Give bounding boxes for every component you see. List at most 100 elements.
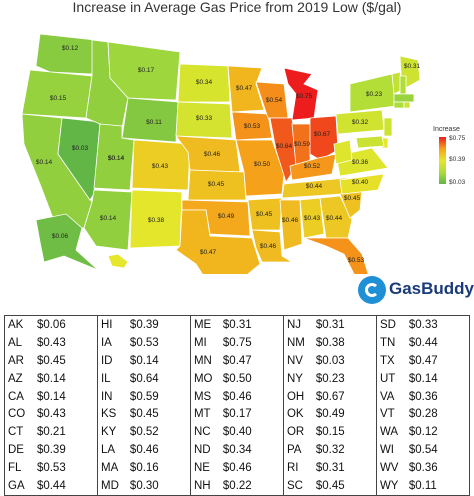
state-code-cell: MT	[193, 408, 211, 421]
table-row: CA $0.14 IN $0.59 MS $0.46 OH $0.67 VA $0.36	[5, 387, 470, 406]
map-label-ne: $0.46	[204, 151, 221, 158]
state-value-cell: $0.39	[33, 441, 98, 460]
map-label-nd: $0.34	[196, 79, 213, 86]
state-code-cell: MO	[193, 372, 213, 385]
state-value-cell: $0.15	[312, 423, 377, 442]
state-code-cell: MA	[100, 462, 119, 475]
state-code-cell: AK	[8, 318, 24, 331]
table-row: AR $0.45 ID $0.14 MN $0.47 NV $0.03 TX $0.47	[5, 351, 470, 370]
state-nc	[339, 173, 385, 195]
map-label-wi: $0.54	[266, 97, 283, 104]
state-value-cell: $0.54	[408, 444, 438, 457]
map-label-mn: $0.47	[236, 85, 253, 92]
state-code-cell: FL	[8, 462, 22, 475]
state-code-cell: AR	[8, 354, 24, 367]
state-oh	[309, 115, 339, 161]
state-value-cell: $0.30	[126, 477, 191, 496]
state-value-cell: $0.14	[126, 351, 191, 370]
map-label-ks: $0.45	[208, 181, 225, 188]
table-row: GA $0.44 MD $0.30 NH $0.22 SC $0.45 WY $0.11	[5, 477, 470, 496]
state-value-cell: $0.43	[33, 405, 98, 424]
legend-min-label: $0.03	[449, 179, 466, 186]
state-code-cell: NY	[286, 372, 303, 385]
state-or	[21, 69, 93, 119]
color-legend: Increase $0.75 $0.39 $0.03	[433, 126, 473, 196]
state-value-cell: $0.50	[219, 369, 284, 388]
state-value-cell: $0.34	[219, 441, 284, 460]
state-value-cell: $0.67	[312, 387, 377, 406]
chart-title: Increase in Average Gas Price from 2019 …	[72, 0, 402, 15]
state-code-cell: IN	[100, 390, 113, 403]
state-code-cell: RI	[286, 462, 299, 475]
state-ma	[393, 93, 415, 103]
state-code-cell: LA	[100, 444, 116, 457]
map-label-sd: $0.33	[196, 115, 213, 122]
state-value-cell: $0.39	[126, 315, 191, 334]
map-label-az: $0.14	[100, 215, 117, 222]
state-value-cell: $0.46	[219, 459, 284, 478]
state-code-cell: WY	[379, 479, 399, 492]
state-code-cell: VT	[379, 408, 395, 421]
state-wa	[35, 33, 96, 75]
state-code-cell: NH	[193, 479, 211, 492]
state-mo	[235, 139, 285, 197]
map-label-la: $0.46	[260, 243, 277, 250]
map-label-al: $0.43	[304, 215, 321, 222]
state-value-cell: $0.75	[219, 333, 284, 352]
state-value-cell: $0.44	[33, 477, 98, 496]
state-value-cell: $0.45	[126, 405, 191, 424]
state-ia	[231, 111, 273, 141]
state-code-cell: AZ	[8, 372, 23, 385]
map-label-va: $0.36	[352, 159, 369, 166]
map-label-or: $0.15	[50, 95, 67, 102]
state-code-cell: MS	[193, 390, 212, 403]
state-value-cell: $0.49	[312, 405, 377, 424]
map-label-nv: $0.03	[72, 145, 89, 152]
state-al	[299, 197, 325, 239]
state-ks	[187, 169, 247, 201]
state-value-cell: $0.14	[408, 372, 438, 385]
map-label-in: $0.59	[294, 141, 311, 148]
map-label-nm: $0.38	[148, 217, 165, 224]
us-choropleth-map: $0.12 $0.15 $0.14 $0.03 $0.14 $0.17 $0.11 $0.14…	[21, 33, 421, 274]
state-code-cell: NV	[286, 354, 303, 367]
state-ak	[35, 213, 99, 271]
map-label-mi: $0.75	[296, 93, 313, 100]
state-value-cell: $0.53	[126, 333, 191, 352]
state-ri	[403, 101, 411, 109]
state-value-cell: $0.12	[408, 426, 438, 439]
state-code-cell: NM	[286, 336, 305, 349]
state-mt	[107, 41, 181, 101]
state-code-cell: NJ	[286, 318, 302, 331]
state-ms	[279, 199, 303, 251]
state-code-cell: KS	[100, 408, 117, 421]
state-code-cell: TN	[379, 336, 396, 349]
state-nh	[399, 75, 407, 95]
state-value-labels: $0.12 $0.15 $0.14 $0.03 $0.14 $0.17 $0.11 $0.14…	[36, 45, 421, 264]
state-wy	[121, 97, 179, 143]
state-value-cell: $0.06	[33, 315, 98, 334]
state-value-cell: $0.43	[33, 333, 98, 352]
map-label-ia: $0.53	[244, 123, 261, 130]
map-label-ak: $0.06	[52, 233, 69, 240]
map-label-mt: $0.17	[138, 67, 155, 74]
state-co	[131, 139, 191, 191]
state-hi	[107, 253, 129, 269]
map-label-tn: $0.44	[306, 183, 323, 190]
state-ct	[393, 101, 405, 109]
state-code-cell: CT	[8, 426, 24, 439]
state-code-cell: NE	[193, 462, 210, 475]
state-code-cell: KY	[100, 426, 117, 439]
legend-max-label: $0.75	[449, 135, 466, 142]
state-value-cell: $0.23	[312, 369, 377, 388]
state-code-cell: AL	[8, 336, 23, 349]
table-row: CO $0.43 KS $0.45 MT $0.17 OK $0.49 VT $0.28	[5, 405, 470, 424]
state-code-cell: SC	[286, 479, 303, 492]
map-label-ar: $0.45	[256, 211, 273, 218]
state-value-cell: $0.28	[408, 408, 438, 421]
state-code-cell: NC	[193, 426, 211, 439]
state-tx	[175, 209, 261, 274]
map-label-ga: $0.44	[326, 215, 343, 222]
map-label-ca: $0.14	[36, 159, 53, 166]
state-code-cell: ME	[193, 318, 212, 331]
